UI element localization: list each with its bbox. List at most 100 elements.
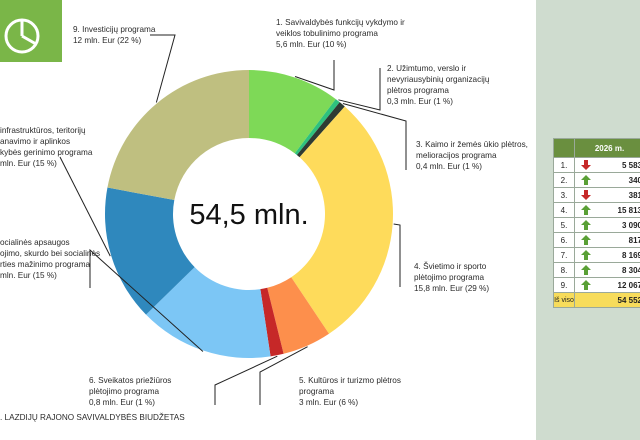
label-line: 0,8 mln. Eur (1 %) (89, 398, 155, 407)
row-number: 9. (553, 277, 575, 293)
label-program-6: 6. Sveikatos priežiūros plėtojimo progra… (89, 375, 171, 408)
budget-table: 2026 m. 1. 5 583 2. 340 3. 381 4. 15 813 5. 3 090… (553, 138, 640, 308)
label-program-2: 2. Užimtumo, verslo ir nevyriausybinių o… (387, 63, 489, 107)
donut-slice-4 (291, 106, 393, 334)
label-line: veiklos tobulinimo programa (276, 29, 378, 38)
label-line: 4. Švietimo ir sporto (414, 262, 487, 271)
row-number: 3. (553, 187, 575, 203)
row-value: 8 169 (621, 250, 640, 260)
table-total-row: Iš viso 54 552 (553, 292, 640, 308)
table-row: 4. 15 813 (553, 202, 640, 218)
row-number: 8. (553, 262, 575, 278)
leader-line-5 (259, 346, 308, 405)
table-row: 3. 381 (553, 187, 640, 203)
row-value-cell: 817 (574, 232, 640, 248)
row-value: 8 304 (621, 265, 640, 275)
row-number: 1. (553, 157, 575, 173)
row-number: 6. (553, 232, 575, 248)
row-number: 5. (553, 217, 575, 233)
leader-line-4 (393, 223, 401, 287)
label-line: mln. Eur (15 %) (0, 159, 57, 168)
label-line: kybės gerinimo programa (0, 148, 93, 157)
row-number: 7. (553, 247, 575, 263)
label-line: nevyriausybinių organizacijų (387, 75, 490, 84)
row-value: 5 583 (621, 160, 640, 170)
leader-line-3 (342, 103, 407, 170)
label-program-3: 3. Kaimo ir žemės ūkio plėtros, meliorac… (416, 139, 528, 172)
label-line: 3 mln. Eur (6 %) (299, 398, 359, 407)
label-line: rties mažinimo programa (0, 260, 91, 269)
leader-line-1 (294, 60, 335, 91)
donut-slice-6 (260, 287, 284, 357)
leader-line-8 (59, 156, 111, 257)
row-value: 15 813 (617, 205, 640, 215)
label-line: plėtojimo programa (89, 387, 160, 396)
label-program-8: infrastruktūros, teritorijų anavimo ir a… (0, 125, 92, 169)
donut-slice-3 (296, 102, 345, 158)
label-program-5: 5. Kultūros ir turizmo plėtros programa … (299, 375, 401, 408)
leader-line-6 (214, 355, 278, 405)
donut-slice-7 (146, 267, 271, 359)
arrow-up-icon (581, 175, 591, 185)
pie-logo-icon (0, 0, 62, 62)
label-program-7: ocialinės apsaugos ojimo, skurdo bei soc… (0, 237, 100, 281)
row-value-cell: 12 067 (574, 277, 640, 293)
row-number: 2. (553, 172, 575, 188)
label-line: 15,8 mln. Eur (29 %) (414, 284, 490, 293)
row-value-cell: 340 (574, 172, 640, 188)
leader-line-7 (89, 248, 204, 352)
row-value: 3 090 (621, 220, 640, 230)
table-header-blank (553, 138, 575, 158)
label-line: 0,4 mln. Eur (1 %) (416, 162, 482, 171)
label-line: mln. Eur (15 %) (0, 271, 57, 280)
table-row: 8. 8 304 (553, 262, 640, 278)
label-line: ocialinės apsaugos (0, 238, 70, 247)
table-row: 1. 5 583 (553, 157, 640, 173)
total-value: 54 552 (574, 292, 640, 308)
label-line: 2. Užimtumo, verslo ir (387, 64, 467, 73)
label-line: ojimo, skurdo bei socialinės (0, 249, 101, 258)
table-row: 5. 3 090 (553, 217, 640, 233)
row-value-cell: 3 090 (574, 217, 640, 233)
arrow-down-icon (581, 190, 591, 200)
table-header-row: 2026 m. (553, 138, 640, 158)
label-line: melioracijos programa (416, 151, 497, 160)
table-row: 2. 340 (553, 172, 640, 188)
leader-line-2 (338, 68, 381, 111)
label-line: 5,6 mln. Eur (10 %) (276, 40, 347, 49)
arrow-down-icon (581, 160, 591, 170)
donut-slice-8 (104, 187, 195, 315)
label-line: plėtros programa (387, 86, 449, 95)
donut-slice-5 (267, 277, 330, 354)
leader-line-9 (150, 34, 176, 103)
row-value-cell: 8 169 (574, 247, 640, 263)
arrow-up-icon (581, 205, 591, 215)
label-line: 6. Sveikatos priežiūros (89, 376, 172, 385)
arrow-up-icon (581, 235, 591, 245)
footer-text: . LAZDIJŲ RAJONO SAVIVALDYBĖS BIUDŽETAS (0, 413, 185, 422)
row-value: 340 (628, 175, 640, 185)
row-value-cell: 15 813 (574, 202, 640, 218)
label-line: programa (299, 387, 335, 396)
donut-slice-2 (294, 99, 340, 155)
label-line: 12 mln. Eur (22 %) (73, 36, 142, 45)
row-value-cell: 5 583 (574, 157, 640, 173)
donut-slice-1 (249, 70, 336, 154)
label-line: 9. Investicijų programa (73, 25, 156, 34)
table-row: 6. 817 (553, 232, 640, 248)
label-line: infrastruktūros, teritorijų (0, 126, 86, 135)
label-line: plėtojimo programa (414, 273, 485, 282)
table-header-year: 2026 m. (574, 138, 640, 158)
label-line: 0,3 mln. Eur (1 %) (387, 97, 453, 106)
label-line: 5. Kultūros ir turizmo plėtros (299, 376, 401, 385)
arrow-up-icon (581, 280, 591, 290)
row-value: 12 067 (617, 280, 640, 290)
row-value-cell: 8 304 (574, 262, 640, 278)
label-line: anavimo ir aplinkos (0, 137, 71, 146)
arrow-up-icon (581, 220, 591, 230)
table-row: 7. 8 169 (553, 247, 640, 263)
row-value: 381 (628, 190, 640, 200)
label-program-4: 4. Švietimo ir sporto plėtojimo programa… (414, 261, 489, 294)
